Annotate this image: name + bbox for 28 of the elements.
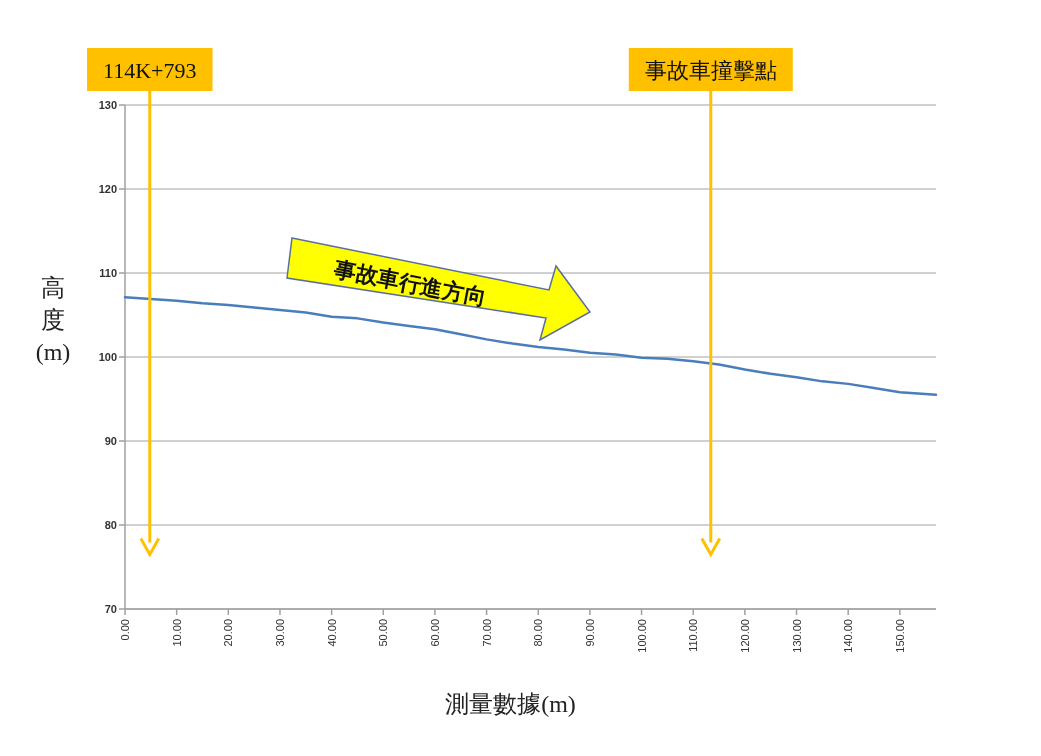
x-tick-label: 110.00 [687, 619, 700, 652]
y-tick-label: 90 [104, 435, 117, 447]
x-tick-label: 100.00 [635, 619, 648, 653]
x-tick-label: 80.00 [532, 619, 545, 647]
ref-line-label: 114K+793 [103, 58, 197, 83]
x-tick-label: 40.00 [325, 619, 338, 647]
y-tick-label: 110 [99, 267, 117, 279]
x-tick-label: 90.00 [583, 619, 596, 647]
y-tick-label: 130 [98, 99, 117, 111]
x-tick-label: 60.00 [428, 619, 441, 647]
x-tick-label: 150.00 [893, 619, 906, 653]
x-tick-label: 30.00 [273, 619, 286, 647]
y-tick-label: 80 [104, 519, 117, 531]
x-tick-label: 120.00 [738, 619, 751, 653]
y-tick-label: 120 [98, 183, 117, 195]
y-axis-title: 高度(m) [35, 275, 71, 365]
x-tick-label: 50.00 [377, 619, 390, 647]
y-tick-label: 70 [104, 603, 117, 615]
x-tick-label: 70.00 [480, 619, 493, 647]
x-tick-label: 130.00 [790, 619, 803, 653]
x-tick-label: 10.00 [170, 619, 183, 647]
annotation: 事故車行進方向 [331, 256, 488, 311]
x-axis-title: 測量數據(m) [445, 691, 576, 717]
x-tick-label: 140.00 [842, 619, 855, 653]
ref-line-label: 事故車撞擊點 [644, 58, 777, 83]
y-tick-label: 100 [98, 351, 117, 363]
x-tick-label: 0.00 [119, 619, 131, 641]
x-tick-label: 20.00 [222, 619, 235, 647]
